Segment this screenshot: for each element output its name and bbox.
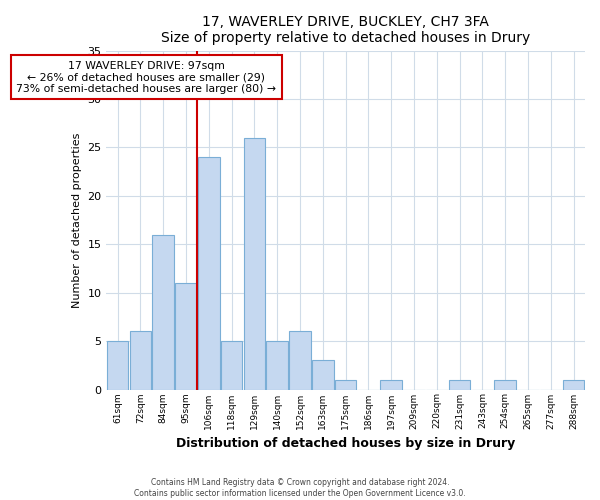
Bar (266, 341, 288, 390)
Bar (175, 283, 197, 390)
Text: Contains HM Land Registry data © Crown copyright and database right 2024.
Contai: Contains HM Land Registry data © Crown c… (134, 478, 466, 498)
Bar (198, 157, 220, 390)
Bar (152, 234, 174, 390)
Bar (449, 380, 470, 390)
Bar (335, 380, 356, 390)
Bar (107, 341, 128, 390)
Bar (244, 138, 265, 390)
Bar (494, 380, 516, 390)
Bar (563, 380, 584, 390)
Bar (380, 380, 402, 390)
Bar (312, 360, 334, 390)
Bar (289, 332, 311, 390)
Title: 17, WAVERLEY DRIVE, BUCKLEY, CH7 3FA
Size of property relative to detached house: 17, WAVERLEY DRIVE, BUCKLEY, CH7 3FA Siz… (161, 15, 530, 45)
X-axis label: Distribution of detached houses by size in Drury: Distribution of detached houses by size … (176, 437, 515, 450)
Text: 17 WAVERLEY DRIVE: 97sqm
← 26% of detached houses are smaller (29)
73% of semi-d: 17 WAVERLEY DRIVE: 97sqm ← 26% of detach… (16, 60, 276, 94)
Y-axis label: Number of detached properties: Number of detached properties (72, 132, 82, 308)
Bar (221, 341, 242, 390)
Bar (130, 332, 151, 390)
